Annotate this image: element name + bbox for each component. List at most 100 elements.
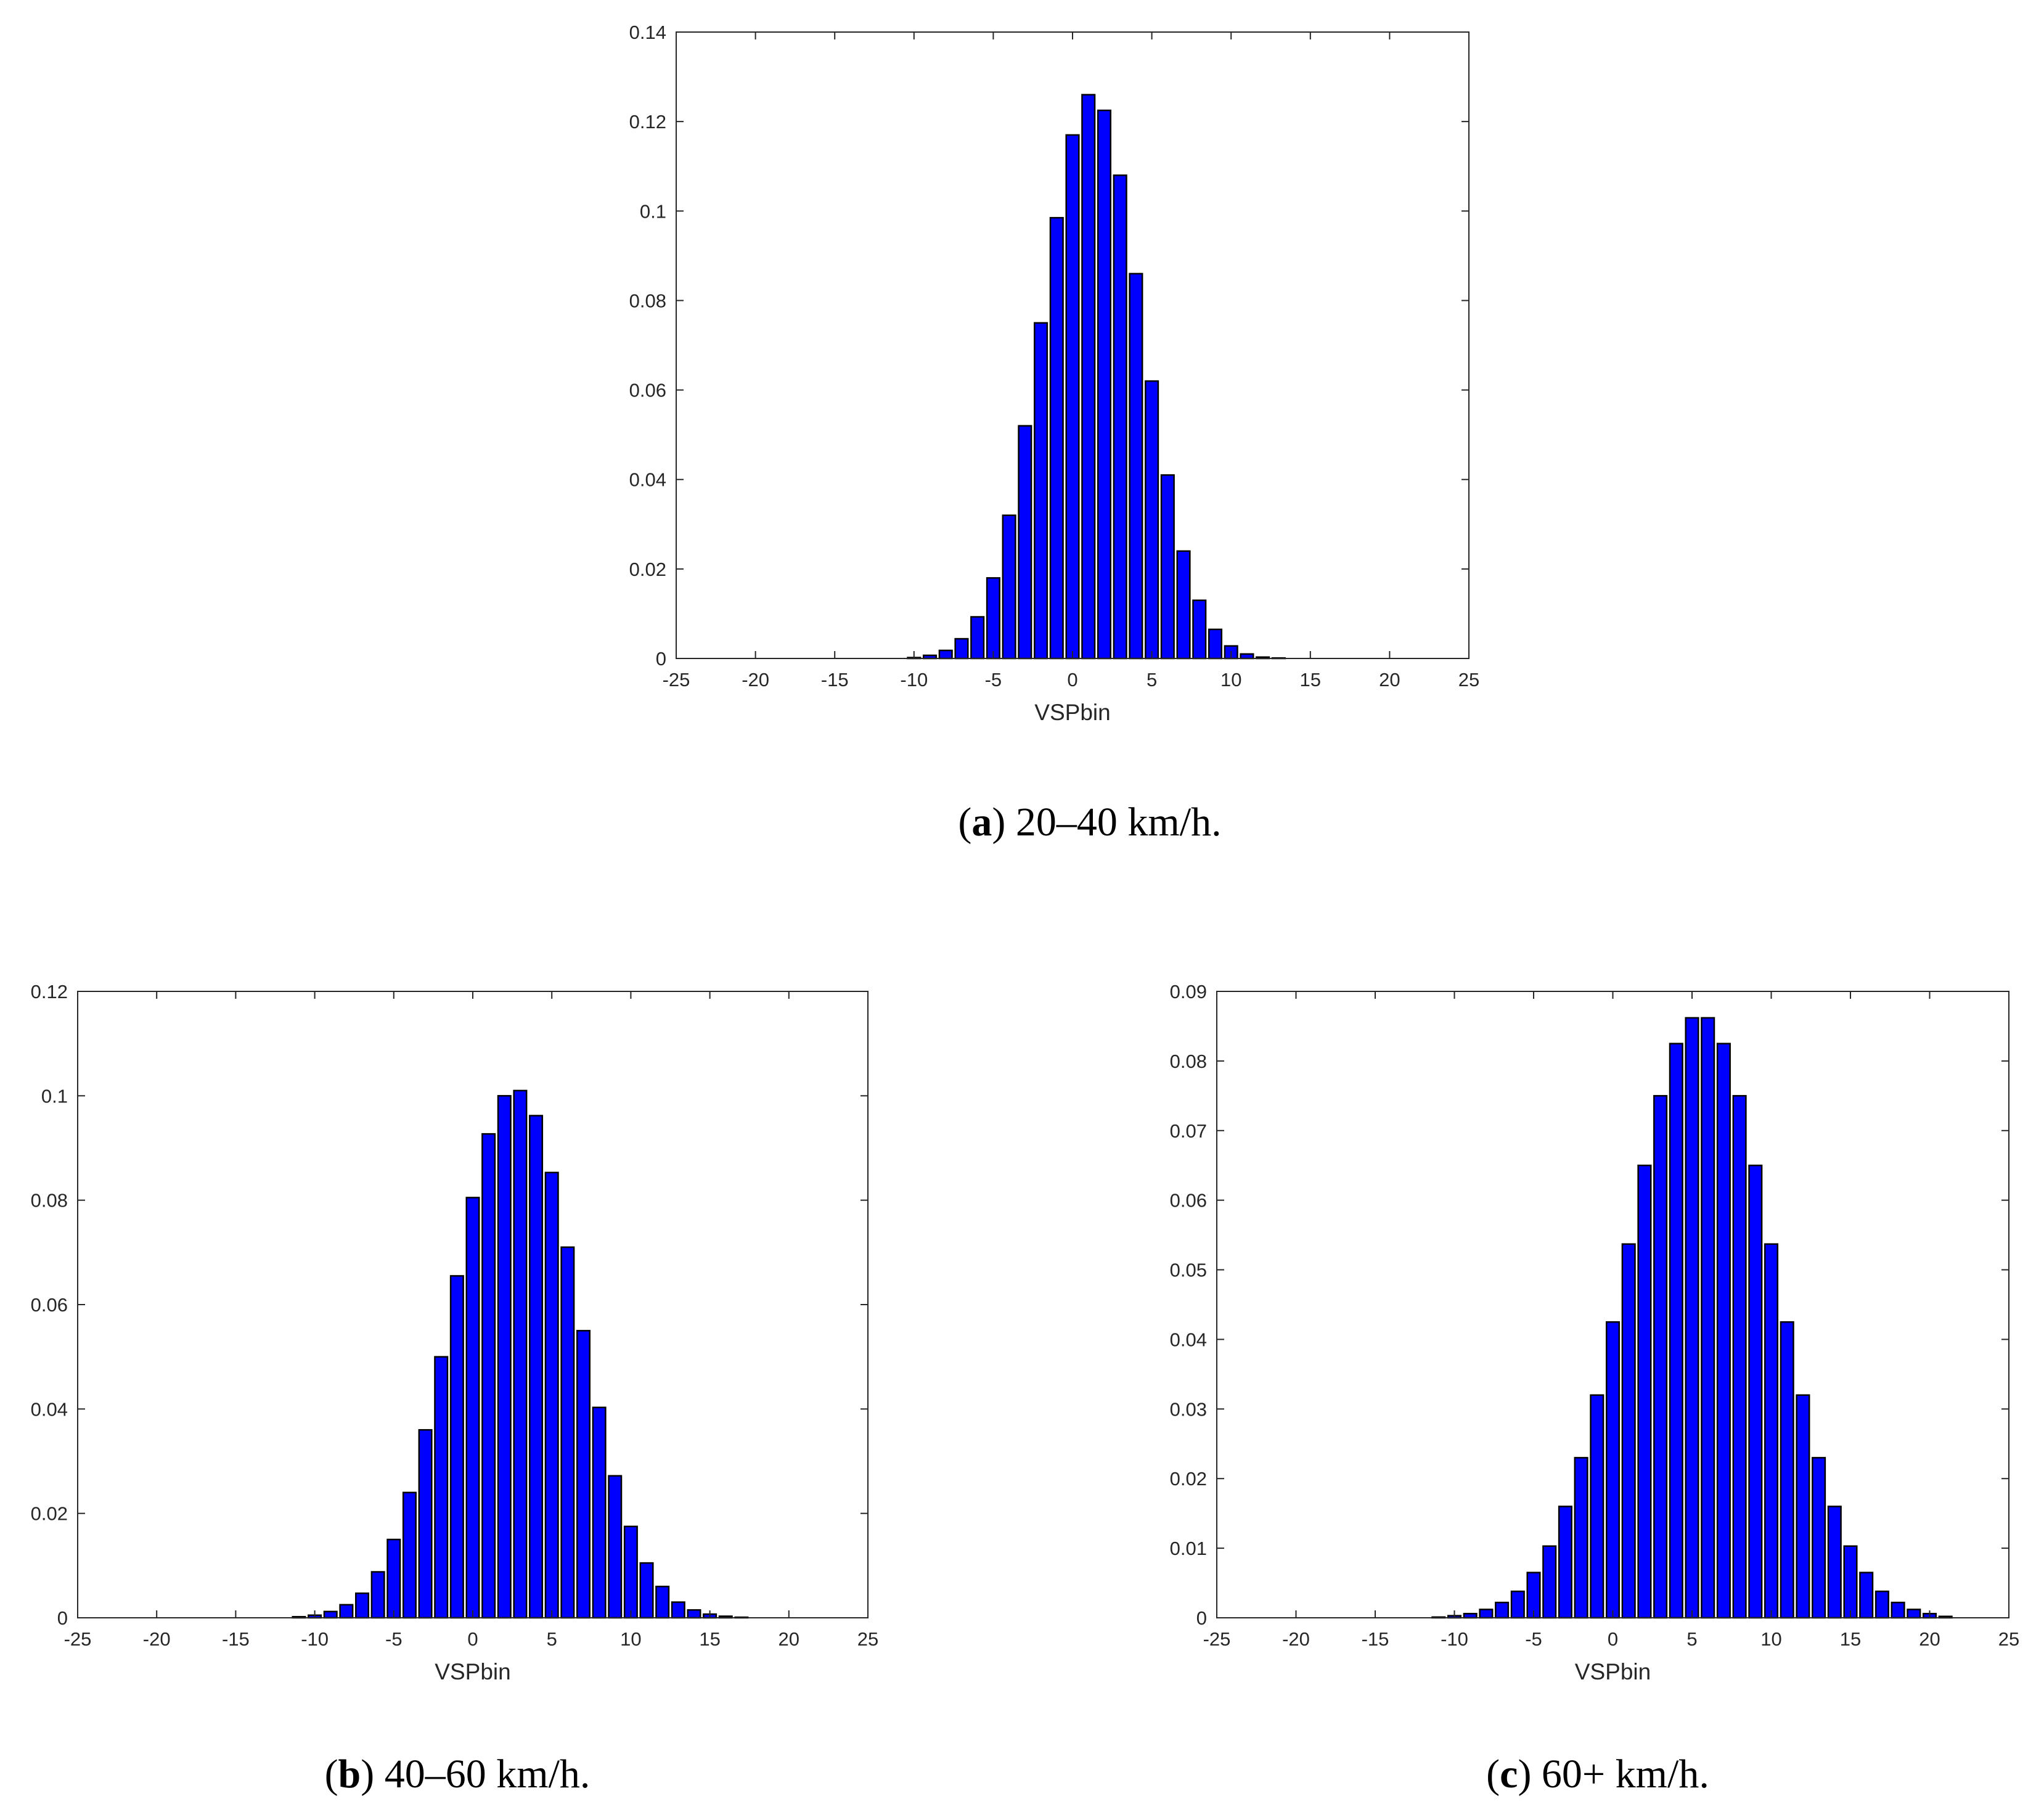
bar-b-x0 [465,1197,480,1619]
y-tick-label-a: 0.08 [629,290,666,311]
bar-b-x4 [529,1115,544,1619]
caption-a: (a) 20–40 km/h. [958,800,1221,845]
y-tick-label-c: 0 [1196,1607,1207,1629]
x-tick-label-c: -15 [1362,1628,1389,1650]
y-tick-label-a: 0.1 [640,200,666,222]
x-tick-label-c: -10 [1441,1628,1468,1650]
bar-a-x-4 [1002,514,1016,660]
x-tick-label-c: -20 [1282,1628,1310,1650]
y-tick-label-a: 0.06 [629,380,666,401]
x-tick-label-a: -5 [985,669,1002,691]
bar-c-x1 [1621,1243,1636,1619]
bar-c-x2 [1637,1164,1652,1619]
y-tick-label-a: 0.04 [629,469,666,491]
bar-b-x2 [497,1095,512,1619]
x-tick-label-a: -10 [900,669,928,691]
bar-c-x13 [1812,1457,1826,1619]
bar-a-x-7 [954,637,969,660]
chart-panel-a: -25 -20 -15 -10 -5 0 5 10 15 20 25 0 0.02 0.04 0.06 0.0… [629,22,1480,725]
x-axis-label-c: VSPbin [1575,1659,1651,1684]
bar-b-x-5 [386,1538,401,1619]
bar-c-x6 [1701,1017,1715,1619]
y-tick-label-c: 0.01 [1170,1538,1207,1559]
bar-c-x11 [1780,1321,1794,1619]
caption-a-text: 20–40 km/h. [1016,800,1222,845]
bar-a-x11 [1240,653,1254,660]
bar-c-x-1 [1590,1394,1605,1619]
chart-panel-b: -25 -20 -15 -10 -5 0 5 10 15 20 25 0 0.02 0.04 0.06 0.0… [31,981,879,1684]
bar-b-x11 [639,1562,654,1619]
x-tick-label-c: 0 [1608,1628,1618,1650]
bar-c-x-2 [1574,1457,1588,1619]
bars-a [907,94,1286,660]
bar-a-x6 [1160,474,1175,660]
bar-c-x14 [1827,1506,1842,1619]
x-tick-label-b: 10 [620,1628,641,1650]
bar-b-x10 [623,1525,638,1619]
bar-c-x-4 [1542,1545,1557,1619]
chart-panel-c: -25 -20 -15 -10 -5 0 5 10 15 20 25 0 0.01 0.02 0.03 0.0… [1170,981,2020,1684]
bar-b-x-7 [355,1592,370,1619]
bar-b-x12 [655,1585,670,1619]
y-tick-label-c: 0.07 [1170,1120,1207,1142]
y-tick-label-c: 0.06 [1170,1190,1207,1211]
bar-c-x19 [1907,1609,1921,1619]
x-tick-label-b: -10 [301,1628,329,1650]
y-tick-label-b: 0 [57,1607,68,1629]
bars-c [1431,1017,1953,1619]
caption-a-letter: a [971,800,992,845]
y-tick-label-b: 0.12 [31,981,68,1002]
y-tick-label-c: 0.09 [1170,981,1207,1002]
y-tick-label-a: 0.14 [629,22,666,43]
bar-a-x9 [1208,628,1223,660]
x-tick-label-b: 0 [467,1628,478,1650]
bar-a-x0 [1065,134,1080,660]
y-tick-label-a: 0 [656,648,666,670]
x-tick-label-b: 5 [547,1628,557,1650]
caption-b: (b) 40–60 km/h. [325,1752,591,1797]
bar-b-x-6 [370,1571,385,1619]
bar-c-x18 [1891,1601,1905,1619]
bar-b-x13 [671,1601,685,1619]
bar-c-x0 [1605,1321,1621,1619]
bar-a-x2 [1097,109,1111,660]
x-tick-label-c: 25 [1998,1628,2019,1650]
y-tick-label-c: 0.02 [1170,1468,1207,1490]
bar-c-x17 [1874,1590,1889,1619]
bar-a-x7 [1176,550,1191,660]
bars-b [292,1089,749,1619]
bar-a-x3 [1113,174,1127,660]
bar-a-x8 [1192,599,1207,660]
bar-b-x-4 [402,1491,417,1619]
bar-b-x6 [560,1246,575,1619]
x-tick-label-a: 5 [1147,669,1157,691]
bar-c-x-7 [1495,1601,1510,1619]
bar-a-x4 [1129,273,1143,660]
bar-a-x-6 [970,616,985,660]
bar-b-x8 [592,1406,607,1619]
caption-c-text: 60+ km/h. [1542,1752,1709,1797]
x-tick-label-b: -20 [143,1628,171,1650]
bar-c-x-6 [1510,1590,1525,1619]
bar-c-x5 [1685,1017,1699,1619]
x-tick-label-c: 5 [1686,1628,1697,1650]
bar-a-x-5 [986,577,1000,660]
x-axis-label-b: VSPbin [435,1659,510,1684]
x-tick-label-b: 15 [699,1628,720,1650]
y-tick-label-c: 0.04 [1170,1329,1207,1350]
bar-a-x-2 [1034,322,1049,660]
y-tick-label-c: 0.05 [1170,1260,1207,1281]
x-tick-label-b: 25 [857,1628,878,1650]
y-tick-label-b: 0.06 [31,1294,68,1316]
bar-a-x-1 [1049,216,1064,660]
x-tick-label-a: -20 [742,669,769,691]
caption-c: (c) 60+ km/h. [1486,1752,1709,1797]
x-tick-label-c: 15 [1840,1628,1861,1650]
bar-c-x10 [1764,1243,1779,1619]
bar-b-x3 [513,1089,528,1619]
bar-b-x7 [576,1330,591,1619]
bar-c-x-9 [1463,1612,1478,1619]
bar-c-x-8 [1479,1609,1494,1619]
x-tick-label-a: 10 [1220,669,1241,691]
